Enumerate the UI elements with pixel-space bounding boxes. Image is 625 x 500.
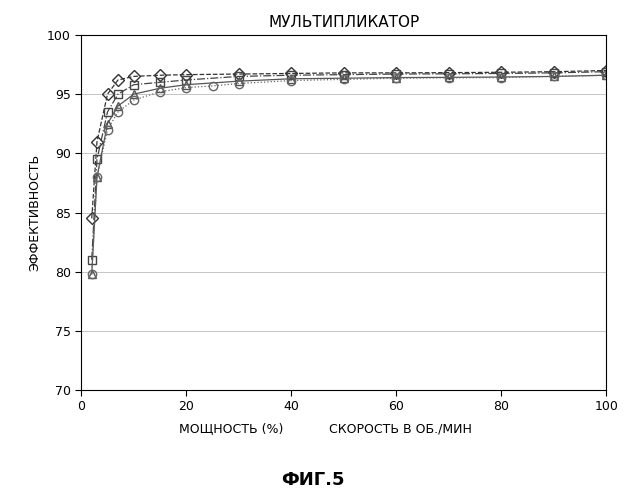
1000 bbox=[550, 70, 558, 76]
500 bbox=[104, 91, 111, 97]
1500 bbox=[602, 72, 610, 78]
500 bbox=[114, 77, 122, 83]
1800 bbox=[392, 75, 400, 81]
1800 bbox=[602, 72, 610, 78]
1800 bbox=[156, 89, 164, 95]
500 bbox=[602, 68, 610, 73]
1000 bbox=[392, 71, 400, 77]
1800 bbox=[130, 97, 138, 103]
1000 bbox=[498, 70, 505, 76]
500 bbox=[445, 70, 452, 75]
1500 bbox=[88, 271, 96, 277]
1000 bbox=[445, 71, 452, 77]
500 bbox=[88, 216, 96, 222]
1000 bbox=[602, 68, 610, 74]
1800 bbox=[340, 76, 348, 82]
1000 bbox=[340, 72, 348, 78]
1800 bbox=[114, 109, 122, 115]
1800 bbox=[445, 75, 452, 81]
1500 bbox=[235, 78, 242, 84]
1000 bbox=[93, 156, 101, 162]
500 bbox=[130, 74, 138, 80]
1500 bbox=[340, 75, 348, 81]
1500 bbox=[114, 103, 122, 109]
500 bbox=[340, 70, 348, 76]
1000 bbox=[288, 72, 295, 78]
Title: МУЛЬТИПЛИКАТОР: МУЛЬТИПЛИКАТОР bbox=[268, 14, 419, 30]
Text: СКОРОСТЬ В ОБ./МИН: СКОРОСТЬ В ОБ./МИН bbox=[329, 422, 471, 436]
500 bbox=[498, 70, 505, 75]
500 bbox=[392, 70, 400, 76]
1800 bbox=[209, 83, 216, 89]
500 bbox=[550, 68, 558, 74]
1800 bbox=[498, 74, 505, 80]
1500 bbox=[130, 91, 138, 97]
1500 bbox=[93, 174, 101, 180]
1500 bbox=[182, 82, 190, 87]
Line: 1000: 1000 bbox=[88, 68, 611, 264]
1500 bbox=[392, 74, 400, 80]
1800 bbox=[182, 84, 190, 90]
1000 bbox=[235, 74, 242, 80]
1800 bbox=[235, 80, 242, 86]
Line: 500: 500 bbox=[88, 66, 611, 222]
1800 bbox=[550, 74, 558, 80]
500 bbox=[235, 71, 242, 77]
1500 bbox=[288, 76, 295, 82]
Y-axis label: ЭФФЕКТИВНОСТЬ: ЭФФЕКТИВНОСТЬ bbox=[28, 154, 41, 271]
1500 bbox=[104, 120, 111, 126]
1000 bbox=[88, 257, 96, 263]
500 bbox=[93, 138, 101, 144]
1000 bbox=[104, 109, 111, 115]
1500 bbox=[156, 85, 164, 91]
1000 bbox=[114, 91, 122, 97]
1500 bbox=[498, 74, 505, 80]
1800 bbox=[104, 126, 111, 132]
Line: 1800: 1800 bbox=[88, 71, 611, 278]
500 bbox=[182, 72, 190, 78]
1500 bbox=[445, 74, 452, 80]
1000 bbox=[156, 80, 164, 86]
1500 bbox=[550, 74, 558, 80]
1000 bbox=[182, 77, 190, 83]
Text: ФИГ.5: ФИГ.5 bbox=[281, 471, 344, 489]
1800 bbox=[88, 271, 96, 277]
Line: 1500: 1500 bbox=[88, 71, 611, 278]
1800 bbox=[288, 78, 295, 84]
1000 bbox=[130, 82, 138, 87]
500 bbox=[288, 70, 295, 76]
1800 bbox=[93, 174, 101, 180]
500 bbox=[156, 72, 164, 78]
Text: МОЩНОСТЬ (%): МОЩНОСТЬ (%) bbox=[179, 422, 284, 436]
